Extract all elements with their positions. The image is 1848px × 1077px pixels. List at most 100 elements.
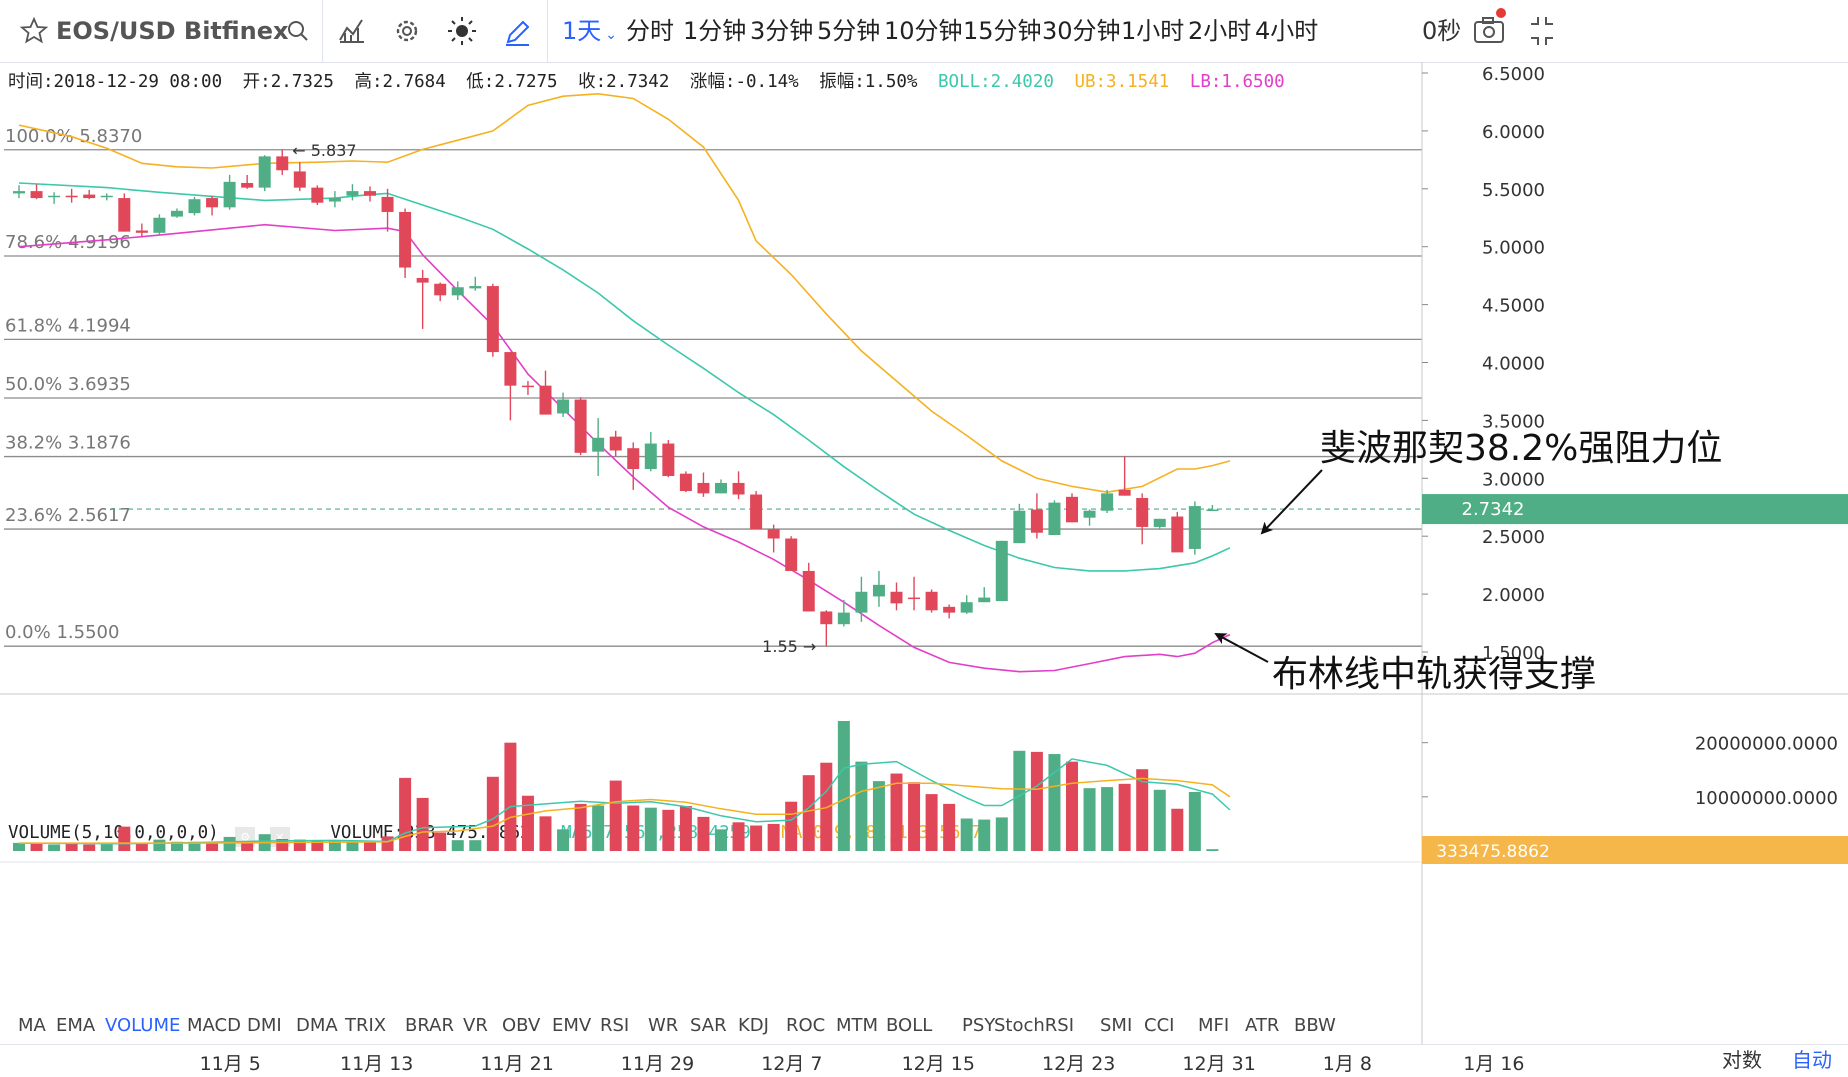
- timeframe-1h[interactable]: 1小时: [1121, 17, 1185, 45]
- timeframe-1d[interactable]: 1天 ⌄: [562, 17, 618, 45]
- candle: [486, 283, 499, 357]
- gear-icon[interactable]: [393, 0, 421, 62]
- timeframe-15m[interactable]: 15分钟: [963, 17, 1042, 45]
- toolbar-divider: [547, 0, 548, 62]
- timeframe-4h[interactable]: 4小时: [1255, 17, 1319, 45]
- info-ub: UB:3.1541: [1074, 72, 1170, 92]
- candle-body: [223, 181, 236, 208]
- candle-body: [170, 210, 183, 217]
- indicator-tab-boll[interactable]: BOLL: [886, 1015, 933, 1036]
- price-tick-label: 5.5000: [1482, 180, 1545, 201]
- candle: [399, 208, 412, 278]
- symbol-title[interactable]: EOS/USD Bitfinex: [56, 17, 289, 45]
- search-icon[interactable]: [286, 0, 310, 62]
- info-lb: LB:1.6500: [1189, 72, 1285, 92]
- candle-body: [65, 195, 78, 198]
- indicator-tab-cci[interactable]: CCI: [1144, 1015, 1175, 1036]
- indicator-tab-trix[interactable]: TRIX: [345, 1015, 387, 1036]
- indicator-close-icon[interactable]: ✕: [269, 827, 290, 847]
- indicator-tab-roc[interactable]: ROC: [786, 1015, 826, 1036]
- fib-level-label: 23.6% 2.5617: [5, 505, 131, 526]
- indicator-tab-dmi[interactable]: DMI: [247, 1015, 282, 1036]
- indicator-tab-vr[interactable]: VR: [463, 1015, 488, 1036]
- indicator-tab-macd[interactable]: MACD: [187, 1015, 241, 1036]
- candle: [908, 576, 921, 611]
- volume-bar: [1030, 751, 1043, 851]
- indicator-tab-volume[interactable]: VOLUME: [105, 1015, 181, 1036]
- volume-tick-label: 10000000.0000: [1695, 788, 1838, 809]
- theme-sun-icon[interactable]: [447, 0, 477, 62]
- annotation-arrow-boll: [1214, 633, 1269, 663]
- volume-bar: [1048, 754, 1061, 851]
- candle: [416, 269, 429, 329]
- candles: ← 5.837 1.55 →: [13, 141, 1219, 656]
- timeframe-5m[interactable]: 5分钟: [817, 17, 881, 45]
- volume-bar: [1136, 769, 1149, 851]
- candle-body: [504, 352, 517, 386]
- timeframe-1m[interactable]: 1分钟: [683, 17, 747, 45]
- timeframe-timeshare[interactable]: 分时: [626, 17, 674, 45]
- volume-ma10: MA10:9,981,153.5647: [781, 823, 982, 843]
- indicator-tab-emv[interactable]: EMV: [552, 1015, 592, 1036]
- timeframe-30m[interactable]: 30分钟: [1042, 17, 1121, 45]
- indicator-tab-ma[interactable]: MA: [18, 1015, 46, 1036]
- indicator-tab-atr[interactable]: ATR: [1245, 1015, 1280, 1036]
- candle: [364, 186, 376, 202]
- indicator-tab-sar[interactable]: SAR: [690, 1015, 727, 1036]
- candle: [223, 174, 236, 210]
- indicator-tab-rsi[interactable]: RSI: [600, 1015, 630, 1036]
- candle-body: [328, 198, 341, 202]
- fullscreen-icon[interactable]: [1528, 0, 1556, 62]
- candle-body: [276, 156, 289, 171]
- info-boll: BOLL:2.4020: [938, 72, 1054, 92]
- indicator-tab-ema[interactable]: EMA: [56, 1015, 96, 1036]
- camera-icon[interactable]: [1472, 0, 1506, 62]
- candle-body: [995, 540, 1008, 602]
- candle-body: [1083, 510, 1096, 518]
- chart-area[interactable]: 100.0% 5.8370 78.6% 4.9196 61.8% 4.1994 50.…: [0, 0, 1848, 1044]
- volume-indicator-label: VOLUME(5,10,0,0,0,0): [8, 823, 219, 843]
- indicator-icon[interactable]: [338, 0, 366, 62]
- indicator-tab-smi[interactable]: SMI: [1100, 1015, 1133, 1036]
- candle: [504, 352, 517, 421]
- indicator-tab-mtm[interactable]: MTM: [836, 1015, 879, 1036]
- time-tick-label: 11月 5: [199, 1053, 261, 1075]
- time-tick-label: 11月 13: [340, 1053, 414, 1075]
- timeframe-10m[interactable]: 10分钟: [884, 17, 963, 45]
- indicator-tab-psy[interactable]: PSY: [962, 1015, 996, 1036]
- annotation-arrow-fib: [1260, 469, 1323, 535]
- candle-body: [399, 211, 412, 268]
- auto-scale-toggle[interactable]: 自动: [1792, 1048, 1832, 1072]
- indicator-tab-kdj[interactable]: KDJ: [738, 1015, 769, 1036]
- candle-body: [364, 191, 376, 196]
- candle-body: [346, 191, 359, 196]
- indicator-tab-brar[interactable]: BRAR: [405, 1015, 454, 1036]
- indicator-tab-wr[interactable]: WR: [648, 1015, 679, 1036]
- candle-body: [557, 399, 570, 414]
- volume-value: VOLUME:333,475.8862: [330, 823, 531, 843]
- last-price-label: 2.7342: [1462, 499, 1525, 520]
- candle-body: [890, 591, 903, 604]
- candle-body: [1101, 493, 1114, 511]
- indicator-tab-stochrsi[interactable]: StochRSI: [994, 1015, 1075, 1036]
- last-volume-label: 333475.8862: [1436, 842, 1550, 862]
- bollinger-bands: [18, 92, 1231, 673]
- candle-body: [785, 538, 798, 571]
- indicator-tab-mfi[interactable]: MFI: [1198, 1015, 1230, 1036]
- indicator-tab-bbw[interactable]: BBW: [1294, 1015, 1336, 1036]
- timeframe-3m[interactable]: 3分钟: [750, 17, 814, 45]
- pen-icon[interactable]: [503, 0, 531, 62]
- candle-body: [1013, 510, 1026, 544]
- candle: [1083, 509, 1096, 526]
- fib-level-label: 0.0% 1.5500: [5, 622, 119, 643]
- indicator-settings-icon[interactable]: ⚙: [235, 827, 256, 847]
- indicator-tab-obv[interactable]: OBV: [502, 1015, 541, 1036]
- favorite-star-icon[interactable]: [19, 0, 49, 62]
- candle-body: [451, 287, 464, 296]
- candle-body: [767, 529, 780, 539]
- timeframe-2h[interactable]: 2小时: [1188, 17, 1252, 45]
- time-tick-label: 11月 21: [480, 1053, 554, 1075]
- indicator-tab-dma[interactable]: DMA: [296, 1015, 338, 1036]
- log-scale-toggle[interactable]: 对数: [1722, 1048, 1762, 1072]
